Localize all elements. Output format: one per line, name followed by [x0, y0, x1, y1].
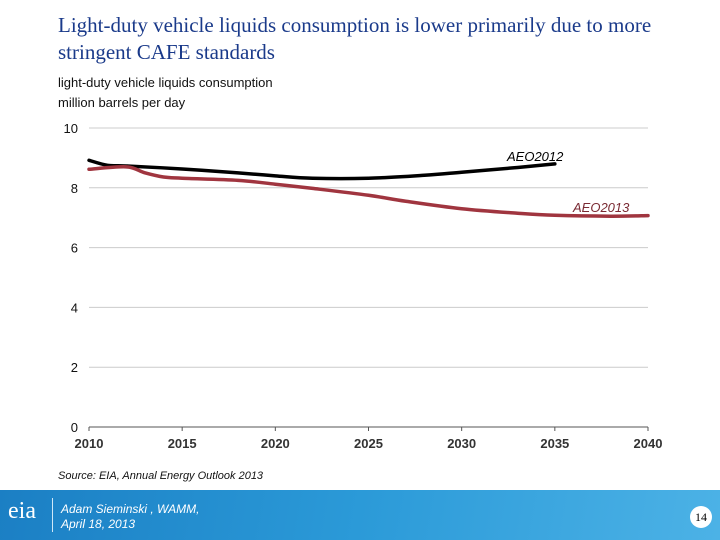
- line-chart: 0 2 4 6 8 10 2010 2015 2020 2025 2030 2035 2040 AEO20…: [64, 121, 663, 451]
- slide-title: Light-duty vehicle liquids consumption i…: [58, 13, 652, 64]
- page-number: 14: [690, 506, 712, 528]
- x-tick-label: 2025: [354, 436, 383, 451]
- y-axis-label: million barrels per day: [58, 95, 186, 110]
- footer-bar: eia Adam Sieminski , WAMM, April 18, 201…: [0, 490, 720, 540]
- x-tick-label: 2040: [634, 436, 663, 451]
- series-line-AEO2013: [87, 165, 650, 218]
- footer-date: April 18, 2013: [61, 517, 136, 531]
- y-tick-label: 6: [71, 241, 78, 256]
- x-tick-label: 2020: [261, 436, 290, 451]
- x-tick-label: 2015: [168, 436, 197, 451]
- divider: [52, 498, 53, 532]
- y-tick-label: 10: [64, 121, 78, 136]
- eia-logo: eia: [8, 498, 36, 524]
- footer-author: Adam Sieminski , WAMM,: [61, 502, 200, 516]
- y-tick-label: 2: [71, 360, 78, 375]
- x-tick-label: 2030: [447, 436, 476, 451]
- series-label: AEO2012: [506, 149, 564, 164]
- x-tick-label: 2035: [540, 436, 569, 451]
- chart-title: light-duty vehicle liquids consumption: [58, 75, 273, 90]
- y-tick-label: 0: [71, 420, 78, 435]
- x-tick-label: 2010: [75, 436, 104, 451]
- y-tick-label: 8: [71, 181, 78, 196]
- source-note: Source: EIA, Annual Energy Outlook 2013: [58, 470, 264, 482]
- y-tick-label: 4: [71, 300, 78, 315]
- series-label: AEO2013: [572, 200, 630, 215]
